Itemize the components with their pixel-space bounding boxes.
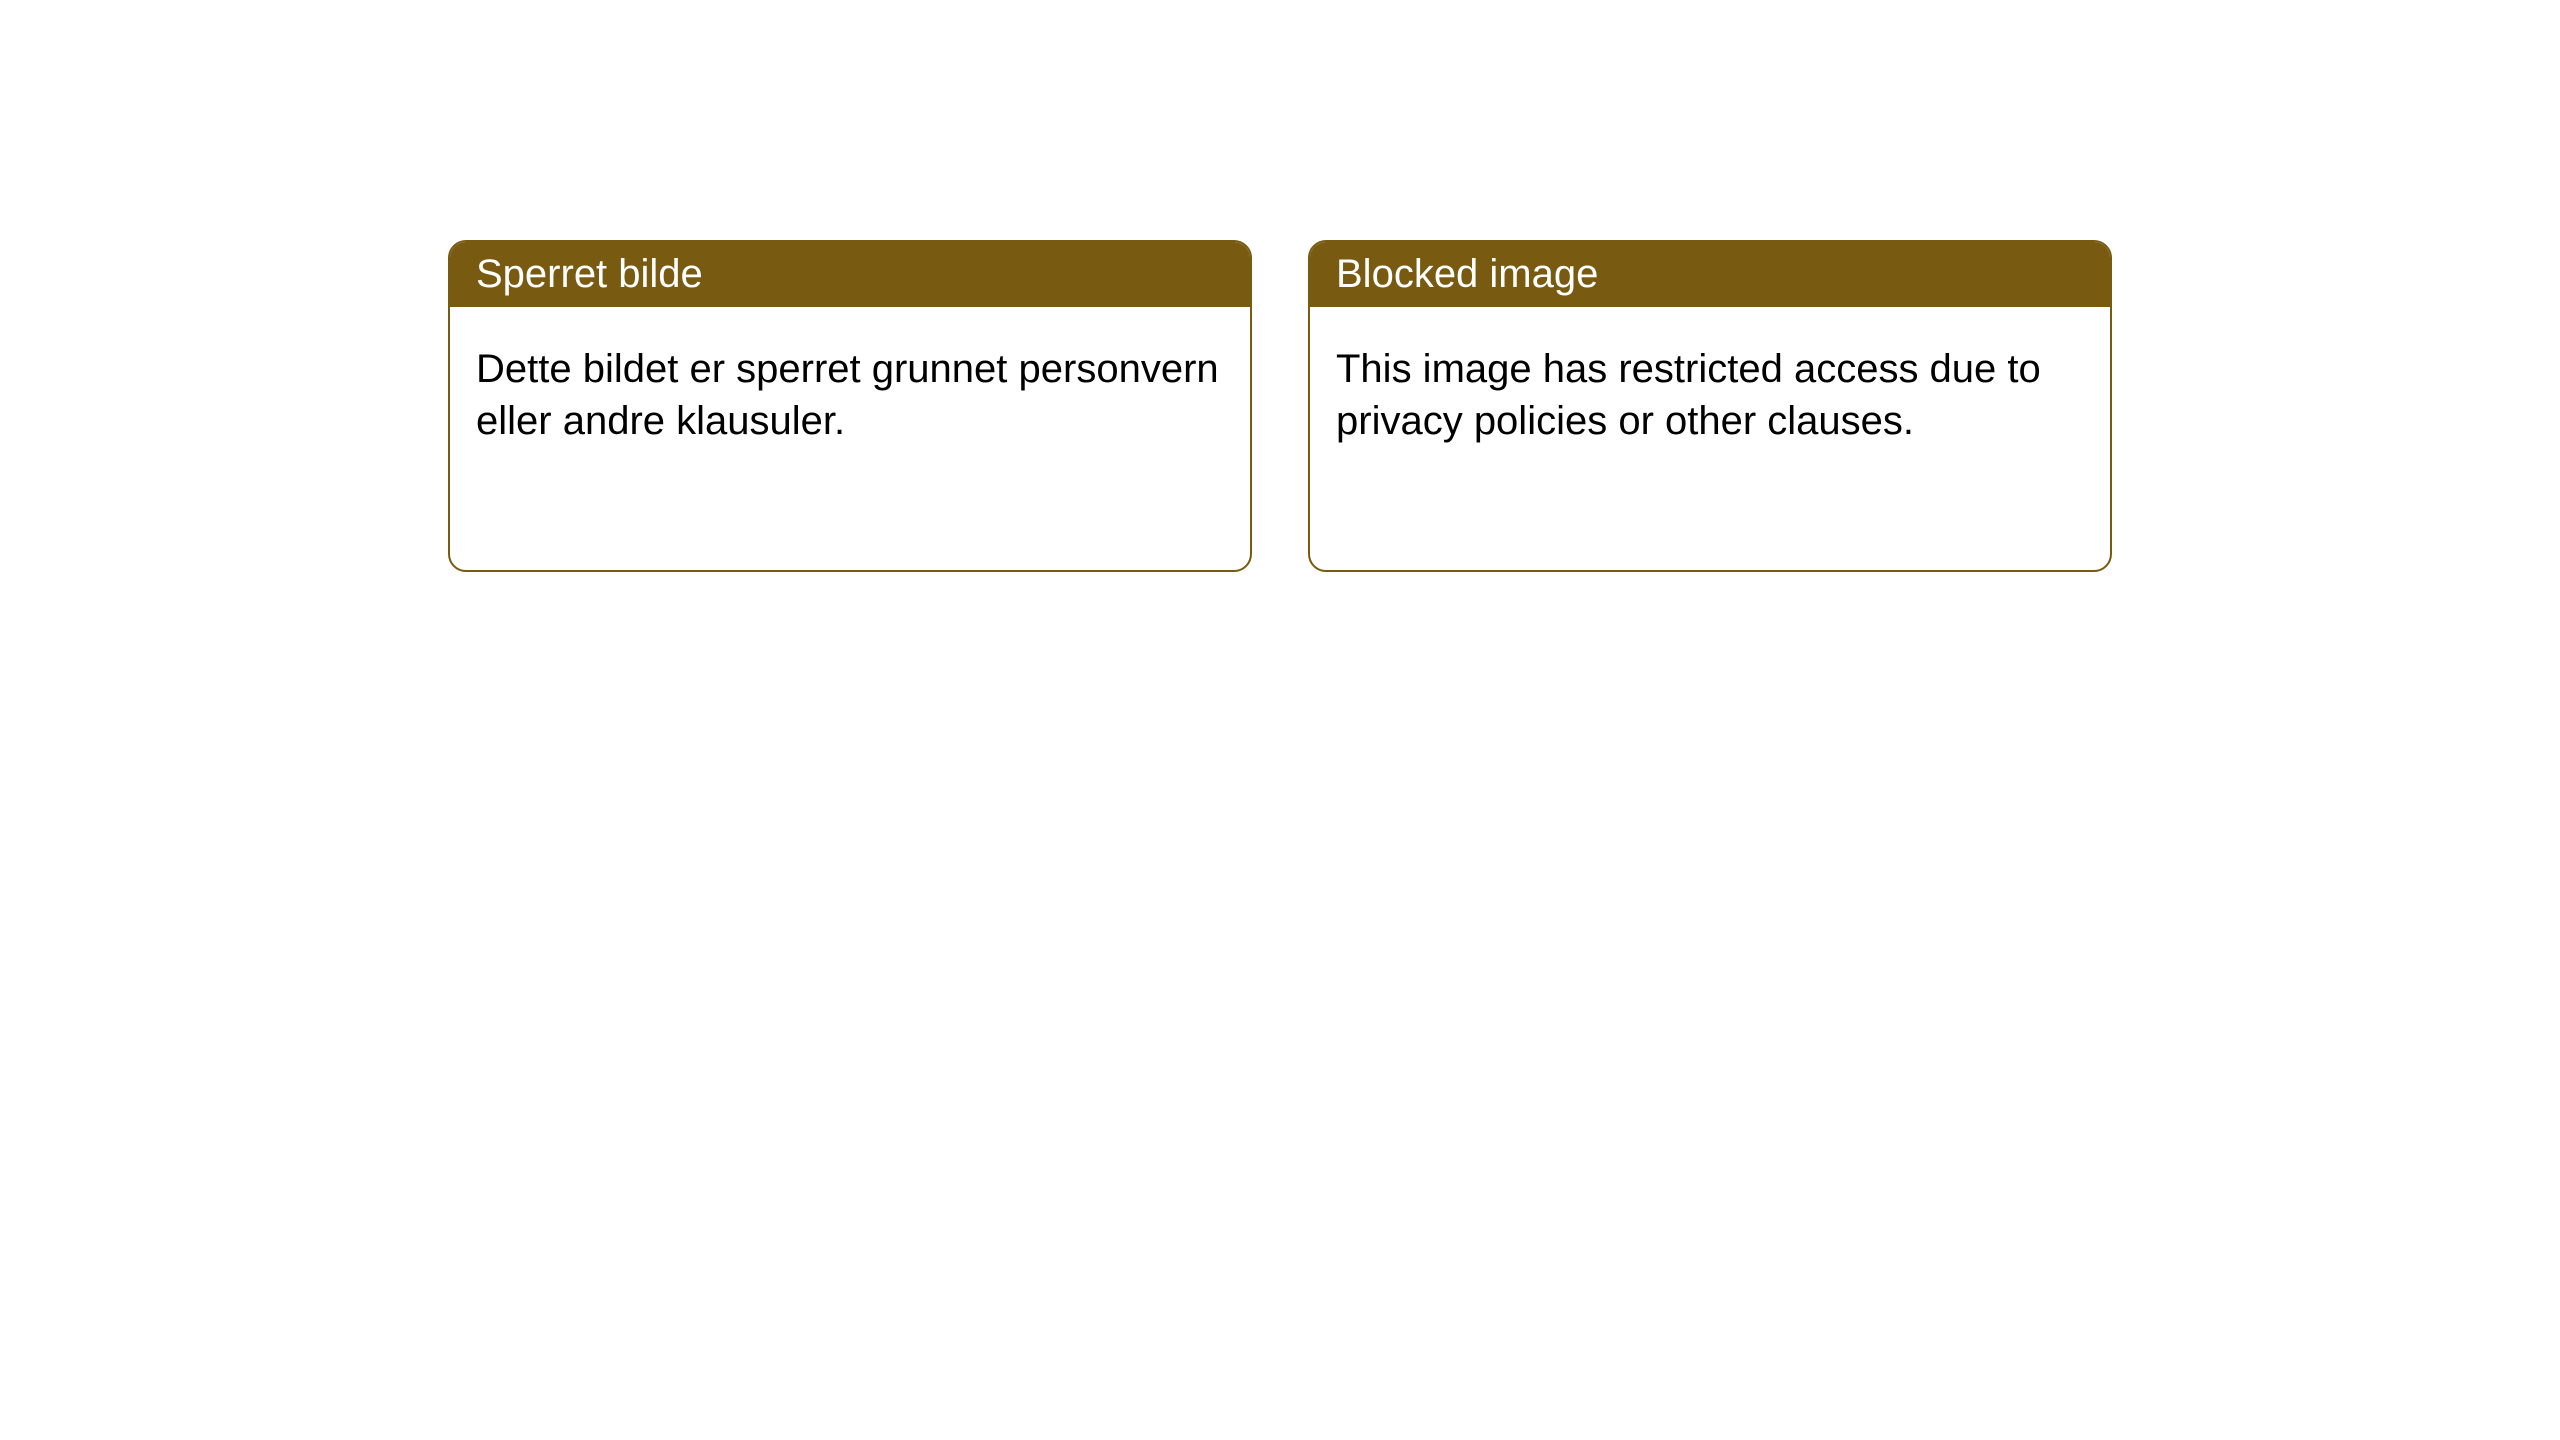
notice-card-english: Blocked image This image has restricted … <box>1308 240 2112 572</box>
notice-body-norwegian: Dette bildet er sperret grunnet personve… <box>450 307 1250 483</box>
notice-header-english: Blocked image <box>1310 242 2110 307</box>
notice-body-english: This image has restricted access due to … <box>1310 307 2110 483</box>
notice-card-norwegian: Sperret bilde Dette bildet er sperret gr… <box>448 240 1252 572</box>
notice-header-norwegian: Sperret bilde <box>450 242 1250 307</box>
notice-container: Sperret bilde Dette bildet er sperret gr… <box>0 0 2560 572</box>
